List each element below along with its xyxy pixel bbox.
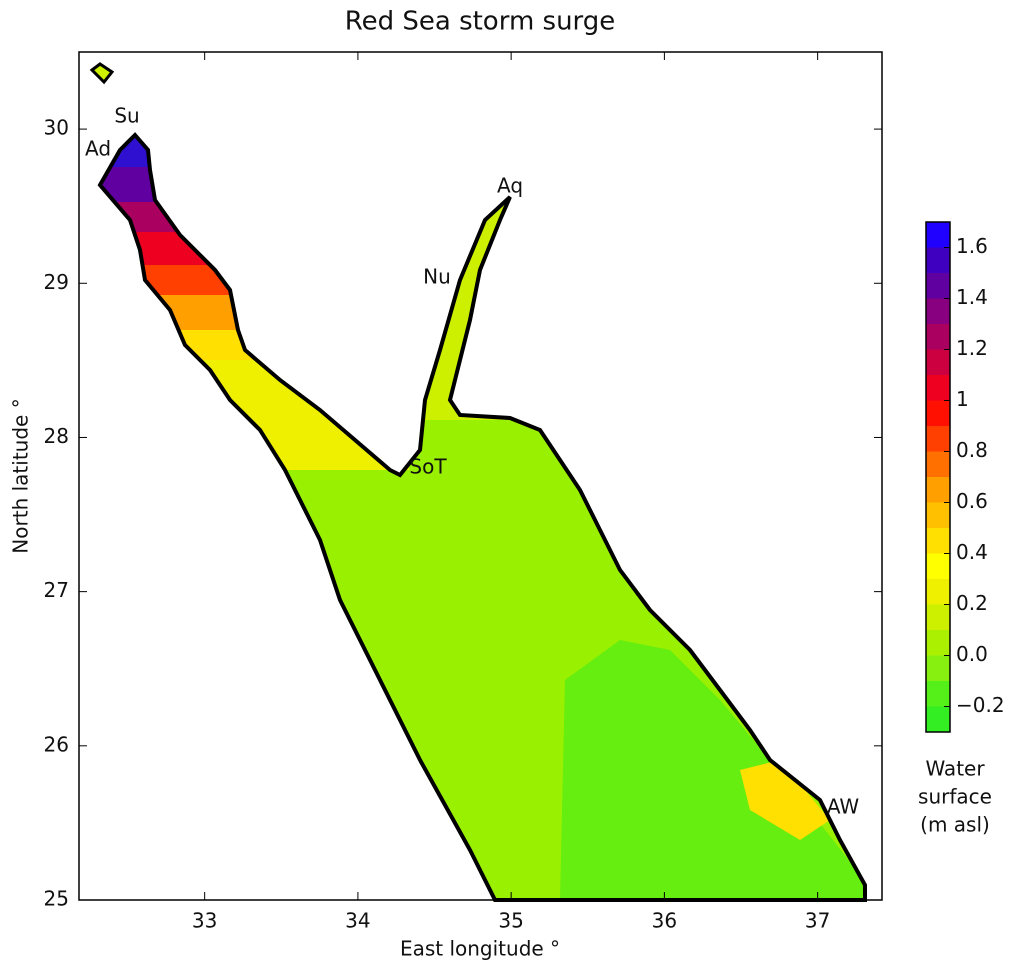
colorbar-band xyxy=(926,247,950,273)
colorbar-band xyxy=(926,375,950,401)
island xyxy=(89,62,115,85)
colorbar-tick-label: 1 xyxy=(956,387,969,411)
colorbar-band xyxy=(926,655,950,681)
y-tick-label: 30 xyxy=(44,116,69,140)
x-tick-label: 37 xyxy=(805,909,830,933)
x-axis-label: East longitude ° xyxy=(400,937,560,961)
colorbar-band xyxy=(926,349,950,375)
place-label: Su xyxy=(114,104,139,128)
y-tick-label: 25 xyxy=(44,887,69,911)
colorbar-tick-label: 0.0 xyxy=(956,642,988,666)
colorbar-tick-label: 1.2 xyxy=(956,336,988,360)
colorbar-band xyxy=(926,477,950,503)
surge-field xyxy=(100,135,865,900)
colorbar-band xyxy=(926,426,950,452)
place-label: Aq xyxy=(497,174,523,198)
colorbar-tick-label: 0.4 xyxy=(956,540,988,564)
x-tick-label: 34 xyxy=(345,909,370,933)
y-axis-label: North latitude ° xyxy=(9,398,33,553)
colorbar-tick-label: 1.4 xyxy=(956,285,988,309)
colorbar-band xyxy=(926,298,950,324)
colorbar-band xyxy=(926,604,950,630)
colorbar-band xyxy=(926,681,950,707)
colorbar-band xyxy=(926,579,950,605)
colorbar-frame xyxy=(925,221,951,733)
y-tick-label: 29 xyxy=(44,270,69,294)
colorbar-band xyxy=(926,324,950,350)
colorbar-band xyxy=(926,502,950,528)
x-tick-label: 33 xyxy=(192,909,217,933)
plot-frame xyxy=(78,51,883,901)
x-tick-label: 36 xyxy=(652,909,677,933)
colorbar-label: surface xyxy=(918,785,992,809)
place-label: AW xyxy=(827,795,860,819)
colorbar-band xyxy=(926,528,950,554)
colorbar-band xyxy=(926,222,950,248)
place-label: SoT xyxy=(409,455,447,479)
place-label: Nu xyxy=(423,265,451,289)
y-tick-label: 27 xyxy=(44,578,69,602)
colorbar-band xyxy=(926,630,950,656)
colorbar-band xyxy=(926,273,950,299)
chart-title: Red Sea storm surge xyxy=(345,7,616,37)
y-tick-label: 28 xyxy=(44,424,69,448)
place-label: Ad xyxy=(85,137,111,161)
colorbar-tick-label: 0.8 xyxy=(956,438,988,462)
x-tick-label: 35 xyxy=(498,909,523,933)
colorbar-band xyxy=(926,400,950,426)
colorbar-tick-label: 0.2 xyxy=(956,591,988,615)
colorbar-tick-label: 0.6 xyxy=(956,489,988,513)
y-tick-label: 26 xyxy=(44,732,69,756)
colorbar-band xyxy=(926,553,950,579)
colorbar-tick-label: −0.2 xyxy=(956,693,1005,717)
colorbar-band xyxy=(926,706,950,732)
colorbar-band xyxy=(926,451,950,477)
colorbar-tick-label: 1.6 xyxy=(956,234,988,258)
colorbar-label: (m asl) xyxy=(920,813,990,837)
colorbar-label: Water xyxy=(925,757,985,781)
